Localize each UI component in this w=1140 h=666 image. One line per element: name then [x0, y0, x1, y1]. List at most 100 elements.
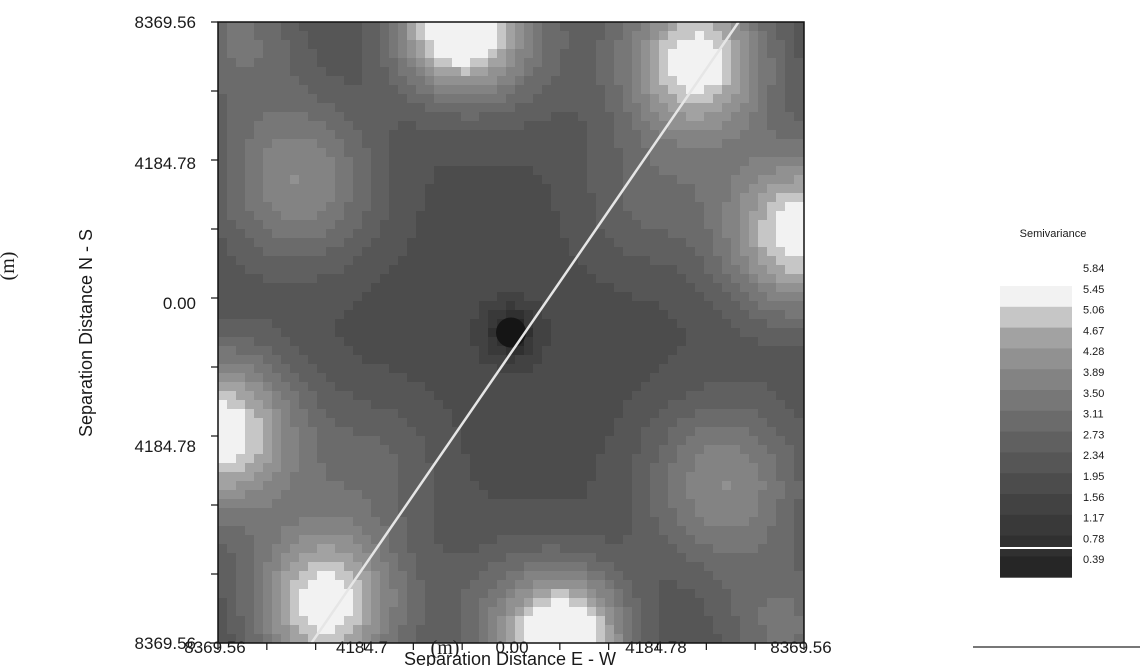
surface-cell [452, 598, 462, 608]
surface-cell [785, 22, 795, 32]
surface-cell [434, 58, 444, 68]
surface-cell [434, 607, 444, 617]
surface-cell [281, 184, 291, 194]
surface-cell [794, 85, 804, 95]
surface-cell [749, 589, 759, 599]
surface-cell [677, 229, 687, 239]
surface-cell [632, 220, 642, 230]
surface-cell [389, 337, 399, 347]
surface-cell [758, 184, 768, 194]
surface-cell [425, 256, 435, 266]
surface-cell [695, 481, 705, 491]
surface-cell [380, 67, 390, 77]
surface-cell [623, 49, 633, 59]
surface-cell [245, 562, 255, 572]
surface-cell [317, 67, 327, 77]
surface-cell [749, 85, 759, 95]
surface-cell [479, 373, 489, 383]
surface-cell [407, 490, 417, 500]
surface-cell [650, 58, 660, 68]
surface-cell [722, 553, 732, 563]
surface-cell [380, 103, 390, 113]
surface-cell [218, 121, 228, 131]
surface-cell [299, 247, 309, 257]
surface-cell [749, 148, 759, 158]
surface-cell [380, 427, 390, 437]
surface-cell [596, 256, 606, 266]
surface-cell [263, 634, 273, 643]
surface-cell [227, 409, 237, 419]
surface-cell [335, 31, 345, 41]
surface-cell [578, 58, 588, 68]
surface-cell [335, 274, 345, 284]
surface-cell [731, 94, 741, 104]
surface-cell [641, 625, 651, 635]
surface-cell [614, 211, 624, 221]
surface-cell [281, 562, 291, 572]
surface-cell [245, 625, 255, 635]
surface-cell [218, 67, 228, 77]
surface-cell [227, 274, 237, 284]
surface-cell [515, 202, 525, 212]
surface-cell [569, 319, 579, 329]
surface-cell [443, 76, 453, 86]
surface-cell [533, 193, 543, 203]
surface-cell [587, 265, 597, 275]
surface-cell [533, 373, 543, 383]
surface-cell [245, 364, 255, 374]
surface-cell [749, 211, 759, 221]
surface-cell [641, 364, 651, 374]
surface-cell [722, 517, 732, 527]
surface-cell [623, 220, 633, 230]
surface-cell [497, 67, 507, 77]
surface-cell [569, 328, 579, 338]
surface-cell [479, 40, 489, 50]
surface-cell [713, 355, 723, 365]
surface-cell [515, 616, 525, 626]
surface-cell [587, 373, 597, 383]
surface-cell [704, 580, 714, 590]
surface-cell [236, 76, 246, 86]
surface-cell [497, 139, 507, 149]
surface-cell [227, 193, 237, 203]
surface-cell [443, 220, 453, 230]
surface-cell [605, 49, 615, 59]
surface-cell [479, 49, 489, 59]
surface-cell [533, 238, 543, 248]
surface-cell [479, 121, 489, 131]
surface-cell [272, 427, 282, 437]
surface-cell [731, 175, 741, 185]
surface-cell [713, 346, 723, 356]
surface-cell [749, 184, 759, 194]
surface-cell [524, 589, 534, 599]
surface-cell [380, 220, 390, 230]
surface-cell [344, 562, 354, 572]
surface-cell [308, 454, 318, 464]
surface-cell [749, 238, 759, 248]
surface-cell [632, 229, 642, 239]
surface-cell [587, 418, 597, 428]
surface-cell [461, 355, 471, 365]
surface-cell [668, 265, 678, 275]
surface-cell [740, 166, 750, 176]
surface-cell [731, 544, 741, 554]
surface-cell [551, 499, 561, 509]
surface-cell [632, 319, 642, 329]
surface-cell [218, 463, 228, 473]
surface-cell [542, 85, 552, 95]
surface-cell [686, 328, 696, 338]
surface-cell [596, 220, 606, 230]
surface-cell [650, 274, 660, 284]
surface-cell [587, 175, 597, 185]
surface-cell [272, 40, 282, 50]
surface-cell [578, 292, 588, 302]
surface-cell [569, 508, 579, 518]
surface-cell [677, 301, 687, 311]
surface-cell [722, 220, 732, 230]
surface-cell [236, 256, 246, 266]
surface-cell [308, 517, 318, 527]
surface-cell [479, 328, 489, 338]
surface-cell [722, 373, 732, 383]
surface-cell [641, 220, 651, 230]
surface-cell [497, 130, 507, 140]
